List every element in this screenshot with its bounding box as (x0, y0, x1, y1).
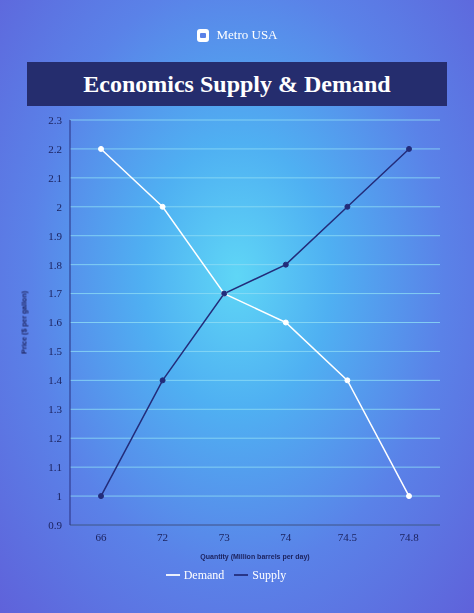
svg-text:Price ($ per gallon): Price ($ per gallon) (20, 291, 28, 354)
svg-text:1.9: 1.9 (48, 230, 62, 242)
svg-text:1.3: 1.3 (48, 403, 62, 415)
svg-text:73: 73 (219, 531, 231, 543)
svg-text:0.9: 0.9 (48, 519, 62, 531)
svg-text:1.5: 1.5 (48, 345, 62, 357)
svg-text:2.3: 2.3 (48, 114, 62, 126)
svg-text:74: 74 (280, 531, 292, 543)
svg-text:Quantity (Million barrels per: Quantity (Million barrels per day) (200, 553, 309, 561)
html-text:Demand: Demand (183, 568, 225, 582)
html-text:Metro USA: Metro USA (216, 27, 278, 42)
svg-text:2.1: 2.1 (48, 172, 62, 184)
svg-text:74.5: 74.5 (338, 531, 358, 543)
svg-text:1.6: 1.6 (48, 316, 62, 328)
svg-text:72: 72 (157, 531, 168, 543)
html-text:Economics Supply & Demand: Economics Supply & Demand (83, 70, 391, 97)
svg-text:1.4: 1.4 (48, 374, 62, 386)
svg-text:1.7: 1.7 (48, 287, 62, 299)
svg-text:66: 66 (96, 531, 108, 543)
svg-text:1: 1 (57, 490, 63, 502)
svg-text:1.2: 1.2 (48, 432, 62, 444)
svg-text:74.8: 74.8 (399, 531, 419, 543)
svg-text:1.8: 1.8 (48, 259, 62, 271)
svg-text:1.1: 1.1 (48, 461, 62, 473)
svg-text:2.2: 2.2 (48, 143, 62, 155)
html-text:Supply: Supply (252, 568, 287, 582)
svg-text:2: 2 (57, 201, 63, 213)
